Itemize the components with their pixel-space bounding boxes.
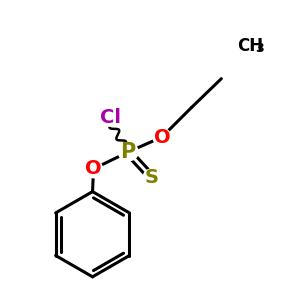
Text: CH: CH: [237, 37, 263, 55]
Ellipse shape: [153, 128, 171, 146]
Text: O: O: [85, 159, 102, 178]
Text: Cl: Cl: [100, 108, 121, 127]
Ellipse shape: [143, 169, 161, 187]
Text: S: S: [145, 168, 159, 187]
Ellipse shape: [118, 143, 138, 161]
Text: O: O: [154, 128, 170, 147]
Ellipse shape: [97, 108, 124, 126]
Text: 3: 3: [255, 42, 264, 56]
Ellipse shape: [85, 160, 102, 178]
Text: P: P: [121, 142, 136, 162]
